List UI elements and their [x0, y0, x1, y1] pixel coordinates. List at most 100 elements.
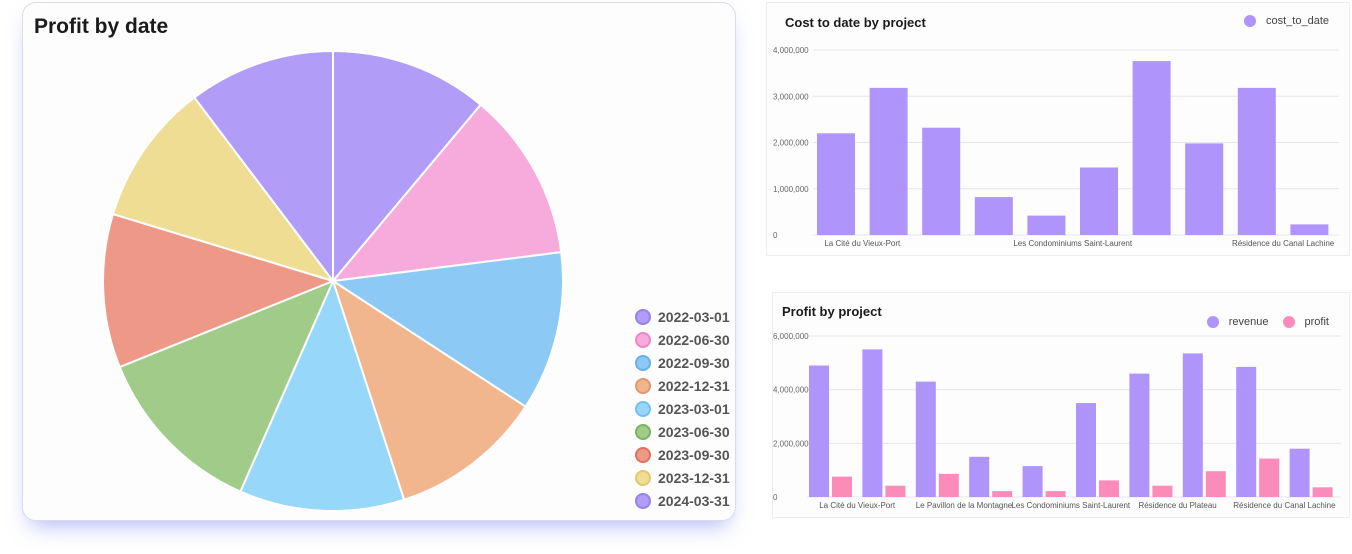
x-tick-label: Le Pavillon de la Montagne	[916, 501, 1013, 510]
x-tick-label: Résidence du Canal Lachine	[1233, 501, 1336, 510]
legend-label: 2024-03-31	[658, 492, 730, 509]
legend-swatch	[635, 423, 651, 440]
bar-revenue-4[interactable]	[1022, 466, 1043, 497]
profit-chart-title: Profit by project	[782, 304, 882, 319]
bar-profit-0[interactable]	[832, 476, 852, 497]
bar-profit-3[interactable]	[992, 491, 1013, 497]
pie-slice-2022-09-30[interactable]	[330, 251, 564, 409]
profit-by-project-card: Profit by project revenue profit 0 2,000,0…	[772, 292, 1350, 518]
pie-legend-item[interactable]: 2022-12-31	[635, 374, 730, 397]
bar-cost-to-date-1[interactable]	[869, 87, 908, 236]
bar-profit-7[interactable]	[1205, 471, 1226, 497]
legend-swatch	[635, 400, 651, 417]
legend-swatch	[635, 446, 651, 463]
bar-profit-2[interactable]	[938, 473, 959, 497]
legend-swatch	[635, 377, 651, 394]
cost-legend: cost_to_date	[1244, 15, 1343, 27]
legend-label: 2022-06-30	[658, 331, 730, 348]
y-tick-label: 4,000,000	[773, 46, 809, 55]
y-tick-label: 6,000,000	[773, 332, 809, 341]
bar-revenue-8[interactable]	[1236, 366, 1257, 497]
pie-chart-title: Profit by date	[34, 15, 169, 38]
pie-legend: 2022-03-01 2022-06-30 2022-09-30 2022-12-31…	[635, 305, 730, 512]
legend-label: 2023-12-31	[658, 469, 730, 486]
legend-label: 2022-09-30	[658, 354, 730, 371]
bar-revenue-2[interactable]	[915, 381, 936, 497]
profit-by-date-card: Profit by date 2022-03-01 2022-06-30 2022-…	[22, 2, 736, 521]
y-tick-label: 2,000,000	[773, 439, 809, 448]
legend-label: 2023-09-30	[658, 446, 730, 463]
y-tick-label: 3,000,000	[773, 92, 809, 101]
bar-profit-8[interactable]	[1259, 458, 1280, 497]
bar-cost-to-date-3[interactable]	[974, 197, 1013, 235]
bar-cost-to-date-8[interactable]	[1237, 87, 1276, 236]
bar-profit-9[interactable]	[1312, 487, 1333, 497]
pie-slice-2022-06-30[interactable]	[330, 103, 563, 283]
pie-slice-2022-12-31[interactable]	[331, 278, 528, 502]
pie-legend-item[interactable]: 2022-09-30	[635, 351, 730, 374]
pie-slice-2022-03-01[interactable]	[332, 49, 483, 284]
legend-label: revenue	[1228, 316, 1269, 328]
legend-label: 2023-06-30	[658, 423, 730, 440]
bar-cost-to-date-0[interactable]	[817, 133, 855, 236]
cost-to-date-card: Cost to date by project cost_to_date 0 1,…	[766, 2, 1350, 256]
bar-profit-6[interactable]	[1152, 485, 1173, 497]
bar-cost-to-date-9[interactable]	[1290, 224, 1329, 235]
legend-label: profit	[1304, 316, 1329, 328]
bar-profit-1[interactable]	[885, 485, 906, 497]
x-tick-label: Les Condominiums Saint-Laurent	[1011, 501, 1131, 510]
y-tick-label: 1,000,000	[773, 185, 809, 194]
pie-legend-item[interactable]: 2024-03-31	[635, 489, 730, 512]
pie-legend-item[interactable]: 2023-12-31	[635, 466, 730, 489]
bar-cost-to-date-7[interactable]	[1185, 143, 1224, 235]
cost-chart-title: Cost to date by project	[785, 15, 926, 30]
legend-swatch	[1244, 15, 1256, 27]
x-tick-label: Les Condominiums Saint-Laurent	[1013, 239, 1133, 248]
pie-slice-2024-03-31[interactable]	[192, 49, 334, 284]
x-tick-label: La Cité du Vieux-Port	[824, 239, 901, 248]
legend-swatch	[635, 331, 651, 348]
legend-swatch	[635, 308, 651, 325]
bar-revenue-0[interactable]	[809, 365, 829, 498]
bar-revenue-6[interactable]	[1129, 373, 1150, 497]
legend-label: 2023-03-01	[658, 400, 730, 417]
bar-profit-4[interactable]	[1045, 491, 1066, 497]
bar-revenue-9[interactable]	[1289, 448, 1310, 497]
legend-label: cost_to_date	[1266, 15, 1329, 27]
cost-bar-chart: 0 1,000,000 2,000,000 3,000,000 4,000,000 La …	[773, 46, 1339, 248]
pie-slice-2023-09-30[interactable]	[102, 212, 337, 369]
pie-slice-2023-06-30[interactable]	[118, 279, 335, 493]
bar-profit-5[interactable]	[1099, 480, 1119, 497]
y-tick-label: 0	[773, 493, 778, 502]
bar-cost-to-date-2[interactable]	[922, 127, 961, 235]
pie-slice-2023-12-31[interactable]	[111, 96, 336, 283]
x-tick-label: Résidence du Plateau	[1138, 501, 1216, 510]
pie-legend-item[interactable]: 2022-03-01	[635, 305, 730, 328]
bar-revenue-7[interactable]	[1182, 353, 1203, 497]
pie-legend-item[interactable]: 2023-06-30	[635, 420, 730, 443]
legend-label: 2022-03-01	[658, 308, 730, 325]
pie-chart	[102, 49, 564, 512]
legend-label: 2022-12-31	[658, 377, 730, 394]
y-tick-label: 0	[773, 231, 778, 240]
y-tick-label: 4,000,000	[773, 386, 809, 395]
bar-revenue-3[interactable]	[969, 456, 990, 498]
bar-revenue-5[interactable]	[1076, 403, 1096, 497]
bar-revenue-1[interactable]	[862, 349, 883, 497]
legend-swatch	[1206, 316, 1219, 328]
x-tick-label: La Cité du Vieux-Port	[819, 501, 896, 510]
bar-cost-to-date-5[interactable]	[1080, 167, 1118, 236]
pie-legend-item[interactable]: 2022-06-30	[635, 328, 730, 351]
bar-cost-to-date-6[interactable]	[1132, 61, 1171, 235]
profit-legend: revenue profit	[1206, 316, 1343, 328]
legend-swatch	[635, 492, 651, 509]
profit-bar-chart: 0 2,000,000 4,000,000 6,000,000 La Cité du V…	[773, 332, 1341, 510]
pie-legend-item[interactable]: 2023-03-01	[635, 397, 730, 420]
legend-swatch	[635, 354, 651, 371]
bar-cost-to-date-4[interactable]	[1027, 215, 1066, 235]
legend-swatch	[635, 469, 651, 486]
pie-legend-item[interactable]: 2023-09-30	[635, 443, 730, 466]
legend-swatch	[1282, 316, 1295, 328]
x-tick-label: Résidence du Canal Lachine	[1232, 239, 1335, 248]
pie-slice-2023-03-01[interactable]	[239, 278, 406, 512]
